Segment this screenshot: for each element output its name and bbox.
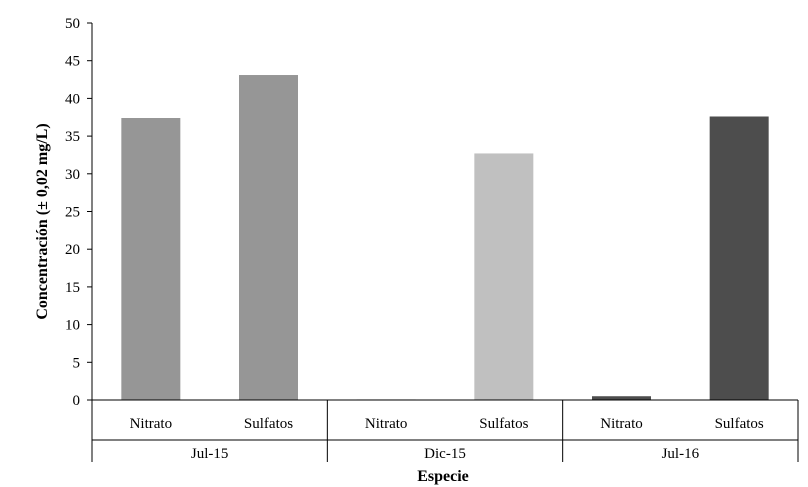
bar-dic-15-sulfatos <box>474 153 534 400</box>
x-category-label: Nitrato <box>365 416 408 432</box>
y-tick-label: 0 <box>73 393 81 409</box>
y-tick-label: 30 <box>65 167 80 183</box>
y-axis-ticks: 0 5 10 15 20 25 30 35 40 45 50 <box>65 16 92 409</box>
bar-jul-16-nitrato <box>592 396 651 400</box>
bars <box>121 75 769 400</box>
bar-jul-15-nitrato <box>121 118 181 400</box>
y-tick-label: 50 <box>65 16 80 32</box>
bar-jul-16-sulfatos <box>709 116 769 400</box>
x-group-label: Dic-15 <box>424 446 466 462</box>
x-category-label: Sulfatos <box>244 416 293 432</box>
x-group-label: Jul-15 <box>191 446 229 462</box>
x-axis: Nitrato Sulfatos Jul-15 Nitrato Sulfatos Dic-… <box>91 399 799 462</box>
x-category-label: Nitrato <box>600 416 643 432</box>
y-tick-label: 35 <box>65 129 80 145</box>
x-group-label: Jul-16 <box>662 446 700 462</box>
y-tick-label: 10 <box>65 318 80 334</box>
y-tick-label: 15 <box>65 280 80 296</box>
y-tick-label: 40 <box>65 91 80 107</box>
x-axis-title: Especie <box>417 468 469 485</box>
x-category-label: Nitrato <box>130 416 173 432</box>
y-tick-label: 25 <box>65 205 80 221</box>
x-category-label: Sulfatos <box>715 416 764 432</box>
y-axis-title: Concentración (± 0,02 mg/L) <box>34 123 51 319</box>
y-tick-label: 20 <box>65 242 80 258</box>
bar-jul-15-sulfatos <box>239 75 298 400</box>
y-tick-label: 45 <box>65 54 80 70</box>
y-tick-label: 5 <box>73 355 81 371</box>
x-category-label: Sulfatos <box>479 416 528 432</box>
